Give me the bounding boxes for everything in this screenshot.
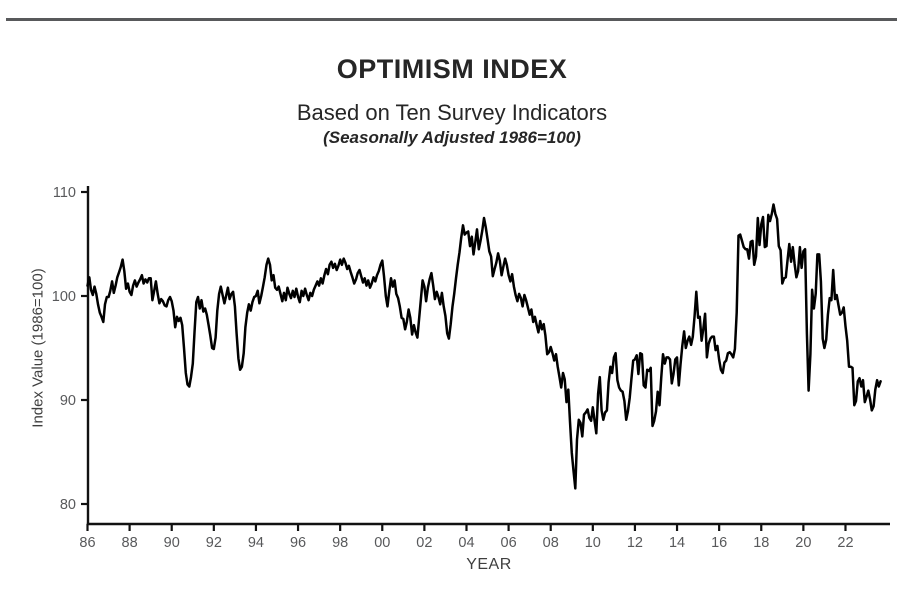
x-tick-label: 16 <box>711 535 727 551</box>
y-tick-label: 80 <box>60 497 76 513</box>
x-tick-label: 02 <box>416 535 432 551</box>
x-tick-label: 20 <box>795 535 811 551</box>
y-tick-label: 110 <box>53 185 76 201</box>
x-tick-label: 22 <box>837 535 853 551</box>
chart-subtitle: Based on Ten Survey Indicators <box>296 100 608 125</box>
x-axis-title: YEAR <box>466 556 512 573</box>
y-tick-label: 100 <box>52 289 76 305</box>
x-tick-label: 00 <box>374 535 390 551</box>
x-tick-label: 18 <box>753 535 769 551</box>
x-tick-label: 92 <box>206 535 222 551</box>
top-rule <box>6 18 897 21</box>
x-tick-label: 94 <box>248 535 264 551</box>
x-tick-label: 08 <box>543 535 559 551</box>
optimism-index-line <box>86 203 882 490</box>
x-tick-label: 06 <box>501 535 517 551</box>
chart-note: (Seasonally Adjusted 1986=100) <box>323 128 581 147</box>
x-tick-label: 04 <box>458 535 474 551</box>
x-tick-label: 86 <box>79 535 95 551</box>
x-tick-label: 88 <box>122 535 138 551</box>
x-tick-label: 98 <box>332 535 348 551</box>
x-tick-label: 14 <box>669 535 685 551</box>
x-tick-label: 96 <box>290 535 306 551</box>
x-tick-label: 90 <box>164 535 180 551</box>
x-tick-label: 10 <box>585 535 601 551</box>
y-axis-title: Index Value (1986=100) <box>29 268 47 428</box>
x-tick-label: 12 <box>627 535 643 551</box>
y-tick-label: 90 <box>60 393 76 409</box>
chart-title: OPTIMISM INDEX <box>336 54 568 84</box>
